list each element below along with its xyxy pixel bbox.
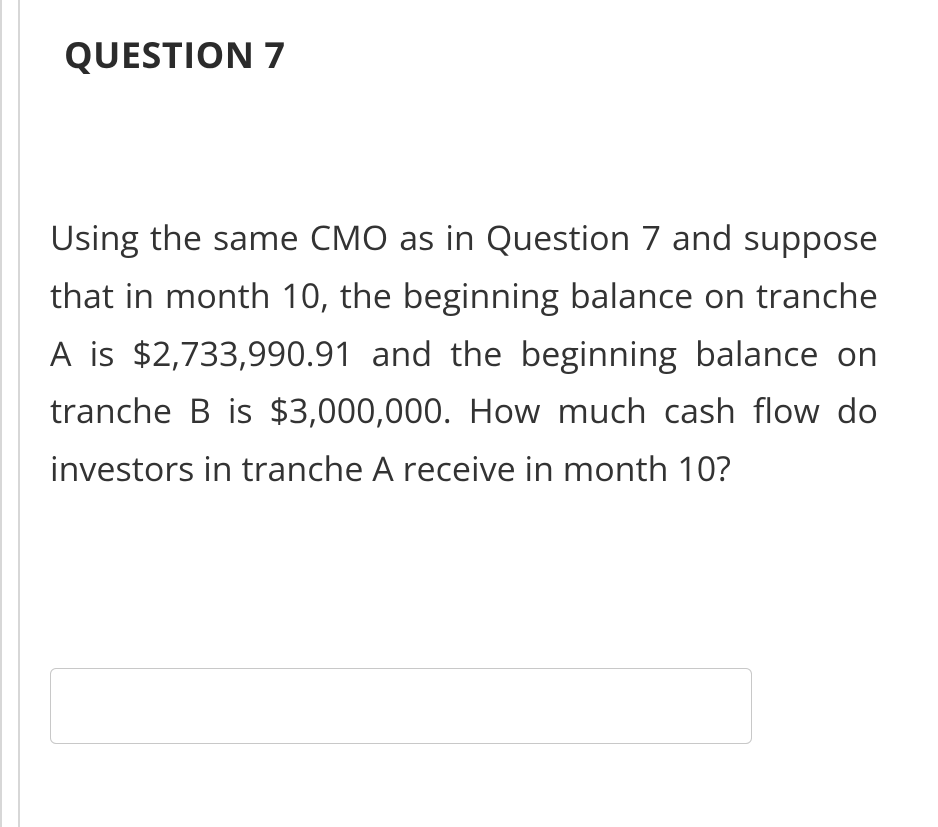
- question-inner: QUESTION 7 Using the same CMO as in Ques…: [18, 0, 938, 827]
- question-body: Using the same CMO as in Question 7 and …: [50, 209, 878, 498]
- question-heading: QUESTION 7: [64, 30, 878, 79]
- answer-input[interactable]: [50, 668, 752, 744]
- question-panel: QUESTION 7 Using the same CMO as in Ques…: [0, 0, 938, 827]
